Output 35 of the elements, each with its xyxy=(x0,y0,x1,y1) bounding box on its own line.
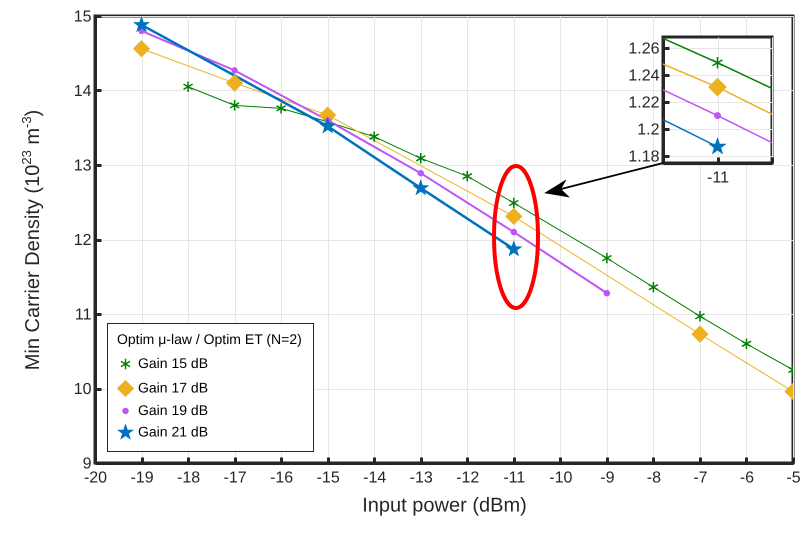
x-tick-label: -6 xyxy=(740,470,754,486)
x-tick-label: -14 xyxy=(363,470,386,486)
y-tick-label: 14 xyxy=(74,83,92,100)
x-tick-label: -13 xyxy=(410,470,433,486)
x-tick-label: -8 xyxy=(646,470,662,486)
y-tick-label: 9 xyxy=(82,456,92,472)
x-tick-label: -10 xyxy=(549,470,572,486)
x-tick-label: -11 xyxy=(503,470,526,486)
x-tick-label: -19 xyxy=(130,470,154,486)
legend-label: Gain 19 dB xyxy=(138,402,208,418)
x-tick-label: -17 xyxy=(224,470,247,486)
legend-title: Optim μ-law / Optim ET (N=2) xyxy=(117,331,302,347)
x-tick-label: -15 xyxy=(316,470,340,486)
y-tick-label: 1.18 xyxy=(628,148,660,166)
y-tick-label: 1.22 xyxy=(628,94,660,112)
x-tick-label: -12 xyxy=(456,470,480,486)
x-tick-label: -9 xyxy=(600,470,615,486)
y-tick-label: 10 xyxy=(74,381,92,398)
y-tick-label: 1.24 xyxy=(628,67,660,84)
legend-label: Gain 17 dB xyxy=(138,380,208,396)
y-tick-label: 1.26 xyxy=(628,40,660,58)
x-tick-label: -16 xyxy=(270,470,294,486)
x-tick-label: -5 xyxy=(786,470,801,486)
y-tick-label: 13 xyxy=(74,158,92,174)
x-tick-label: -7 xyxy=(693,470,708,486)
y-tick-label: 11 xyxy=(74,306,92,324)
y-tick-label: 12 xyxy=(74,232,92,249)
x-axis-title: Input power (dBm) xyxy=(362,494,527,516)
legend-label: Gain 15 dB xyxy=(138,355,208,371)
y-tick-label: 15 xyxy=(74,8,92,26)
y-tick-label: 1.2 xyxy=(637,122,660,139)
x-tick-label: -20 xyxy=(84,470,108,486)
legend-label: Gain 21 dB xyxy=(138,424,208,440)
x-tick-label: -18 xyxy=(177,470,200,486)
x-tick-label: -11 xyxy=(707,170,730,186)
